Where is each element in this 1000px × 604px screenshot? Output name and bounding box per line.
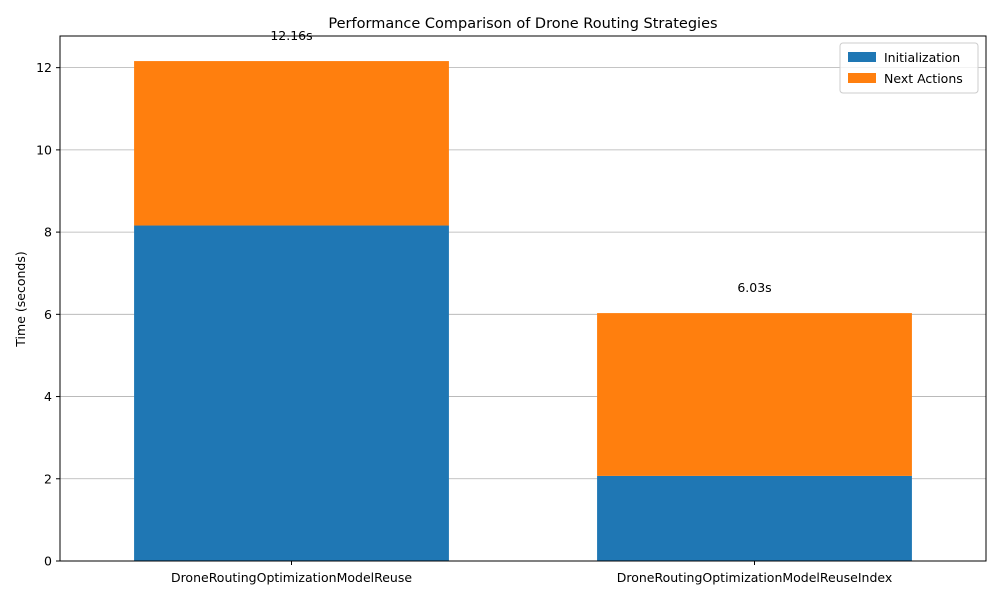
y-axis-label: Time (seconds) bbox=[13, 251, 28, 347]
legend-label-next-actions: Next Actions bbox=[884, 71, 963, 86]
x-tick-label-0: DroneRoutingOptimizationModelReuse bbox=[171, 570, 412, 585]
total-label-1: 6.03s bbox=[737, 280, 771, 295]
x-tick-label-1: DroneRoutingOptimizationModelReuseIndex bbox=[617, 570, 893, 585]
y-tick-label-0: 0 bbox=[44, 554, 52, 569]
legend-label-initialization: Initialization bbox=[884, 50, 960, 65]
legend: Initialization Next Actions bbox=[839, 42, 979, 94]
y-tick-label-2: 4 bbox=[44, 389, 52, 404]
axis-ticks: 0 2 4 6 8 10 12 DroneRoutingOptimizationModelRe… bbox=[36, 60, 892, 585]
bar-initialization-0 bbox=[134, 225, 449, 561]
y-tick-label-4: 8 bbox=[44, 225, 52, 240]
y-tick-label-1: 2 bbox=[44, 471, 52, 486]
bars bbox=[134, 61, 912, 561]
chart-title: Performance Comparison of Drone Routing … bbox=[328, 16, 717, 32]
plot-frame bbox=[59, 35, 987, 562]
bar-next-actions-0 bbox=[134, 61, 449, 226]
bar-initialization-1 bbox=[597, 475, 912, 561]
y-tick-label-5: 10 bbox=[36, 142, 52, 157]
bar-next-actions-1 bbox=[597, 313, 912, 476]
legend-swatch-next-actions bbox=[848, 73, 876, 83]
y-tick-label-3: 6 bbox=[44, 307, 52, 322]
legend-swatch-initialization bbox=[848, 52, 876, 62]
y-tick-label-6: 12 bbox=[36, 60, 52, 75]
